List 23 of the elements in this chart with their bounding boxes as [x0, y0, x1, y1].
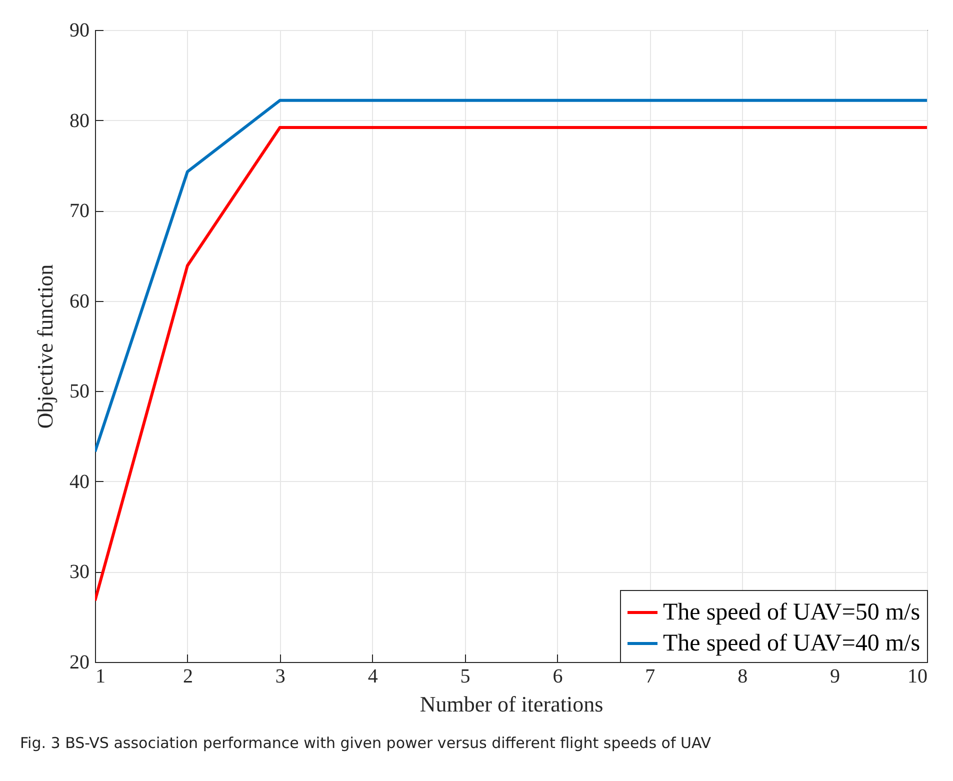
y-tick-label: 70: [70, 200, 90, 222]
y-tick-label: 20: [70, 652, 90, 674]
x-tick-label: 7: [645, 666, 656, 688]
y-tick-label: 80: [70, 110, 90, 132]
x-tick-label: 4: [368, 666, 378, 688]
x-tick-label: 8: [738, 666, 748, 688]
caption: Fig. 3 BS-VS association performance with given power versus different flight speeds of UAV: [20, 734, 712, 752]
x-tick-label: 2: [182, 666, 193, 688]
y-tick-label: 50: [70, 380, 90, 403]
y-tick-label: 90: [70, 20, 90, 42]
x-tick-label: 6: [552, 666, 563, 688]
y-axis-title: Objective function: [32, 264, 58, 429]
y-tick-label: 60: [70, 290, 90, 312]
legend-label: The speed of UAV=40 m/s: [663, 630, 920, 656]
y-tick-label: 30: [70, 561, 90, 584]
x-tick-label: 9: [830, 666, 840, 688]
x-tick-label: 10: [908, 666, 928, 688]
x-tick-label: 3: [275, 666, 286, 688]
y-tick-label: 40: [70, 470, 90, 493]
x-axis-title: Number of iterations: [420, 692, 604, 716]
legend-label: The speed of UAV=50 m/s: [663, 600, 920, 626]
x-tick-label: 1: [96, 666, 106, 688]
x-tick-label: 5: [460, 666, 470, 688]
